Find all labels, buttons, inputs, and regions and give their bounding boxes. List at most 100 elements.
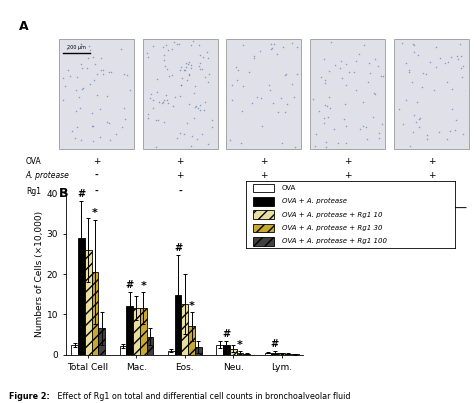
Point [77, 41, 84, 47]
Text: #: # [77, 189, 85, 199]
Point [112, 130, 120, 137]
Point [233, 77, 241, 83]
Bar [188, 326, 195, 355]
Point [194, 105, 202, 111]
Point [457, 65, 465, 71]
Point [144, 49, 151, 56]
Point [317, 74, 325, 81]
Point [460, 131, 467, 137]
Text: +: + [176, 171, 184, 180]
Bar [175, 295, 182, 355]
Point [208, 117, 215, 123]
Text: 10: 10 [258, 187, 270, 196]
Point [183, 120, 191, 126]
Point [189, 38, 197, 44]
Point [176, 66, 184, 73]
Point [410, 42, 417, 48]
Point [164, 66, 171, 73]
Point [258, 95, 265, 101]
Point [332, 62, 339, 68]
Text: Figure 2:: Figure 2: [9, 392, 50, 401]
Point [459, 62, 467, 69]
Point [269, 44, 276, 51]
Point [181, 67, 188, 73]
Bar [119, 346, 127, 355]
Text: OVA: OVA [282, 185, 296, 191]
Text: -: - [178, 187, 182, 196]
Point [78, 64, 85, 71]
Bar [253, 224, 273, 232]
Point [61, 83, 69, 89]
Point [186, 100, 193, 107]
Point [169, 103, 177, 110]
Point [239, 82, 246, 89]
Point [68, 128, 76, 135]
Point [86, 47, 94, 53]
Point [171, 93, 179, 100]
Text: +: + [176, 157, 184, 166]
Point [406, 143, 414, 149]
Point [164, 47, 172, 53]
Point [196, 106, 204, 113]
Point [309, 96, 317, 102]
Text: +: + [260, 157, 268, 166]
Point [201, 106, 208, 113]
Point [237, 140, 245, 146]
Point [85, 43, 92, 49]
Bar [253, 210, 273, 219]
Point [377, 73, 384, 79]
Point [267, 40, 274, 47]
Text: OVA + A. protease + Rg1 100: OVA + A. protease + Rg1 100 [282, 238, 387, 244]
Bar [230, 349, 237, 355]
Point [355, 51, 363, 57]
Point [457, 53, 465, 59]
Text: Concentrations (mg/kg): Concentrations (mg/kg) [302, 215, 393, 224]
Point [239, 42, 246, 48]
Point [190, 89, 198, 96]
Y-axis label: Numbers of Cells (×10,000): Numbers of Cells (×10,000) [35, 211, 44, 337]
Point [144, 54, 151, 61]
Point [177, 63, 185, 70]
Point [93, 71, 101, 77]
Point [181, 67, 188, 74]
Point [185, 70, 193, 77]
Point [183, 77, 191, 83]
Point [103, 118, 111, 125]
Point [107, 69, 115, 75]
Point [188, 133, 196, 139]
Point [423, 132, 430, 138]
Point [312, 131, 320, 137]
Point [196, 102, 203, 108]
Text: +: + [344, 171, 351, 180]
Point [430, 87, 438, 93]
Point [409, 79, 416, 85]
Point [273, 51, 281, 57]
Text: OVA + A. protease + Rg1 30: OVA + A. protease + Rg1 30 [282, 225, 383, 231]
Point [402, 96, 410, 103]
Point [359, 99, 367, 105]
Point [320, 56, 328, 62]
Point [77, 60, 85, 67]
Point [149, 43, 157, 49]
Point [322, 144, 330, 150]
Text: *: * [92, 208, 98, 218]
Point [105, 69, 112, 75]
Point [342, 60, 350, 67]
Point [433, 44, 440, 50]
Point [90, 123, 97, 130]
Point [181, 131, 188, 137]
Point [320, 119, 328, 126]
Point [196, 66, 203, 72]
Point [293, 44, 301, 50]
Point [76, 93, 83, 100]
Text: +: + [344, 157, 351, 166]
Point [452, 117, 460, 124]
Point [352, 58, 360, 64]
Point [463, 87, 470, 93]
Point [149, 104, 157, 111]
Point [235, 66, 242, 73]
Text: *: * [140, 281, 146, 291]
Text: Rg1: Rg1 [26, 187, 41, 196]
Point [405, 67, 413, 73]
Text: *: * [189, 301, 194, 311]
